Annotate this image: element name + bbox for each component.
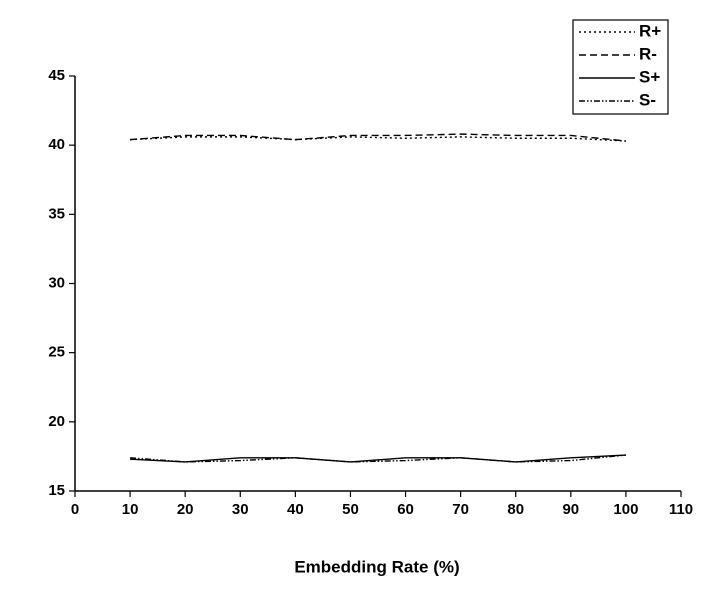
y-tick-label: 15 <box>48 482 65 499</box>
legend-label: R- <box>639 44 657 63</box>
x-tick-label: 30 <box>232 501 249 518</box>
x-tick-label: 110 <box>669 501 693 518</box>
x-tick-label: 60 <box>397 501 414 518</box>
y-tick-label: 45 <box>48 67 65 84</box>
x-tick-label: 0 <box>71 501 79 518</box>
series-line <box>130 454 626 463</box>
x-axis-label: Embedding Rate (%) <box>294 557 459 576</box>
series-line <box>130 133 626 142</box>
y-tick-label: 40 <box>48 136 65 153</box>
x-tick-label: 100 <box>613 501 638 518</box>
x-tick-label: 20 <box>177 501 194 518</box>
legend-label: S- <box>639 90 656 109</box>
series-line <box>130 454 626 463</box>
x-tick-label: 90 <box>562 501 579 518</box>
legend-box <box>572 19 669 115</box>
y-tick-label: 30 <box>48 274 65 291</box>
x-tick-label: 10 <box>122 501 139 518</box>
y-tick-label: 35 <box>48 205 65 222</box>
x-tick-label: 40 <box>287 501 304 518</box>
x-tick-label: 70 <box>452 501 469 518</box>
legend-label: S+ <box>639 67 660 86</box>
x-tick-label: 80 <box>507 501 524 518</box>
y-tick-label: 25 <box>48 344 65 361</box>
y-tick-label: 20 <box>48 413 65 430</box>
x-tick-label: 50 <box>342 501 359 518</box>
series-line <box>130 136 626 142</box>
legend-label: R+ <box>639 21 661 40</box>
